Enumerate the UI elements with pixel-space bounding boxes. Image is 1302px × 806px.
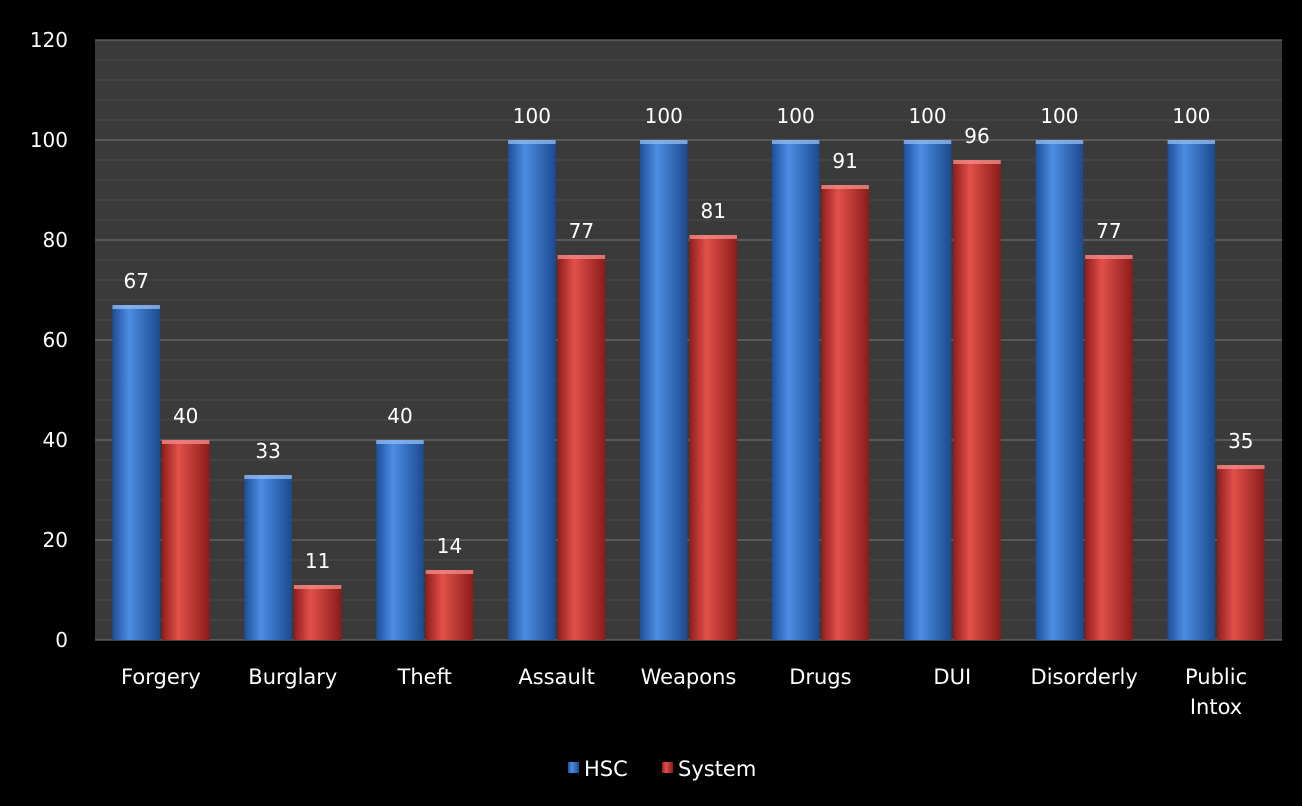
bar-hsc xyxy=(112,305,160,640)
bar-cap-hsc xyxy=(1035,140,1084,144)
bar-cap-system xyxy=(689,235,737,239)
bar-cap-system xyxy=(161,440,210,444)
bar-cap-system xyxy=(293,585,342,589)
y-tick-label: 60 xyxy=(43,328,68,352)
bar-system xyxy=(425,570,474,640)
bar-cap-system xyxy=(557,255,606,259)
bar-system xyxy=(161,440,210,640)
x-category-label: Theft xyxy=(397,665,452,689)
bar-hsc xyxy=(508,140,556,640)
y-tick-label: 0 xyxy=(55,628,68,652)
bar-cap-hsc xyxy=(376,440,424,444)
bar-cap-hsc xyxy=(508,140,556,144)
y-tick-label: 100 xyxy=(30,128,68,152)
x-category-label: Drugs xyxy=(789,665,851,689)
bar-cap-system xyxy=(1085,255,1133,259)
bar-system xyxy=(953,160,1001,640)
data-label-hsc: 33 xyxy=(255,439,280,463)
bar-cap-system xyxy=(821,185,869,189)
bar-system xyxy=(1217,465,1265,640)
data-label-system: 14 xyxy=(437,534,462,558)
data-label-system: 35 xyxy=(1228,429,1253,453)
legend-swatch-hsc xyxy=(568,762,579,773)
data-label-system: 81 xyxy=(701,199,726,223)
x-category-label: Assault xyxy=(518,665,595,689)
y-tick-label: 80 xyxy=(43,228,68,252)
bar-cap-hsc xyxy=(903,140,952,144)
y-tick-label: 40 xyxy=(43,428,68,452)
data-label-hsc: 100 xyxy=(1172,104,1210,128)
bar-cap-system xyxy=(953,160,1001,164)
bar-system xyxy=(293,585,342,640)
gridlines xyxy=(95,39,1282,641)
data-label-hsc: 100 xyxy=(777,104,815,128)
bar-hsc xyxy=(771,140,820,640)
data-label-system: 40 xyxy=(173,404,198,428)
y-tick-label: 20 xyxy=(43,528,68,552)
x-category-label: Burglary xyxy=(248,665,337,689)
bar-cap-system xyxy=(425,570,474,574)
bar-system xyxy=(821,185,869,640)
bar-system xyxy=(557,255,606,640)
bar-system xyxy=(1085,255,1133,640)
legend-swatch-system xyxy=(662,762,673,773)
bar-hsc xyxy=(1167,140,1216,640)
bar-cap-hsc xyxy=(244,475,292,479)
data-label-hsc: 100 xyxy=(1040,104,1078,128)
bar-hsc xyxy=(903,140,952,640)
data-label-system: 77 xyxy=(1096,219,1121,243)
data-label-system: 77 xyxy=(569,219,594,243)
bar-hsc xyxy=(376,440,424,640)
x-category-label: DUI xyxy=(933,665,971,689)
data-label-system: 96 xyxy=(964,124,989,148)
bar-hsc xyxy=(1035,140,1084,640)
bars xyxy=(112,140,1265,640)
data-label-hsc: 100 xyxy=(513,104,551,128)
bar-system xyxy=(689,235,737,640)
bar-cap-hsc xyxy=(771,140,820,144)
data-label-hsc: 40 xyxy=(387,404,412,428)
legend-label-hsc: HSC xyxy=(584,757,628,781)
bar-hsc xyxy=(244,475,292,640)
x-category-label: Weapons xyxy=(641,665,737,689)
bar-cap-hsc xyxy=(1167,140,1216,144)
data-label-system: 91 xyxy=(832,149,857,173)
y-tick-label: 120 xyxy=(30,28,68,52)
x-category-label: Public Intox xyxy=(1185,665,1247,719)
data-label-system: 11 xyxy=(305,549,330,573)
x-category-label: Disorderly xyxy=(1031,665,1138,689)
bar-cap-hsc xyxy=(112,305,160,309)
bar-cap-hsc xyxy=(640,140,688,144)
x-category-label: Forgery xyxy=(121,665,201,689)
x-axis-categories: Forgery Burglary Theft Assault Weapons Drugs D… xyxy=(121,665,1247,719)
data-label-hsc: 100 xyxy=(645,104,683,128)
y-axis-ticks: 0 20 40 60 80 100 120 xyxy=(30,28,68,652)
bar-hsc xyxy=(640,140,688,640)
data-labels: 67 33 40 100 100 100 100 100 100 40 11 14 77 81 91 96 77… xyxy=(123,104,1253,573)
legend-label-system: System xyxy=(678,757,756,781)
legend: HSC System xyxy=(568,757,756,781)
data-label-hsc: 67 xyxy=(123,269,148,293)
bar-cap-system xyxy=(1217,465,1265,469)
data-label-hsc: 100 xyxy=(908,104,946,128)
